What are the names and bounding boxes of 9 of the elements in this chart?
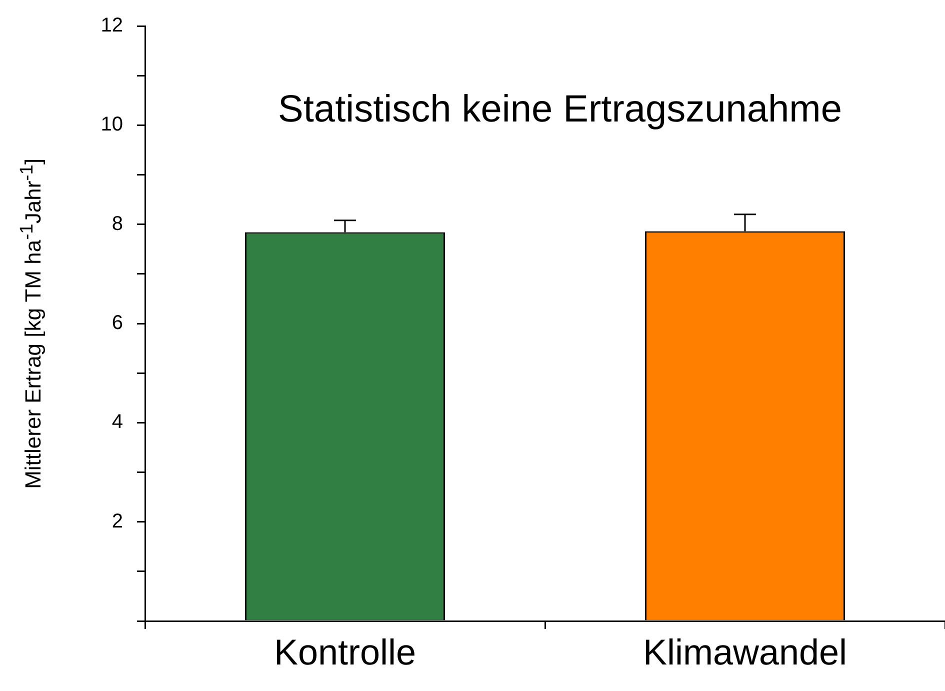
- y-tick-label: 10: [100, 114, 123, 136]
- y-tick-label: 6: [112, 312, 123, 334]
- y-tick-label: 8: [112, 212, 123, 235]
- y-tick-label: 4: [112, 411, 123, 434]
- annotation: Statistisch keine Ertragszunahme: [278, 88, 842, 130]
- y-tick-label: 2: [112, 510, 123, 532]
- x-tick-label: Klimawandel: [642, 632, 848, 673]
- y-tick-label: 12: [100, 14, 123, 37]
- x-tick-label: Kontrolle: [274, 632, 416, 673]
